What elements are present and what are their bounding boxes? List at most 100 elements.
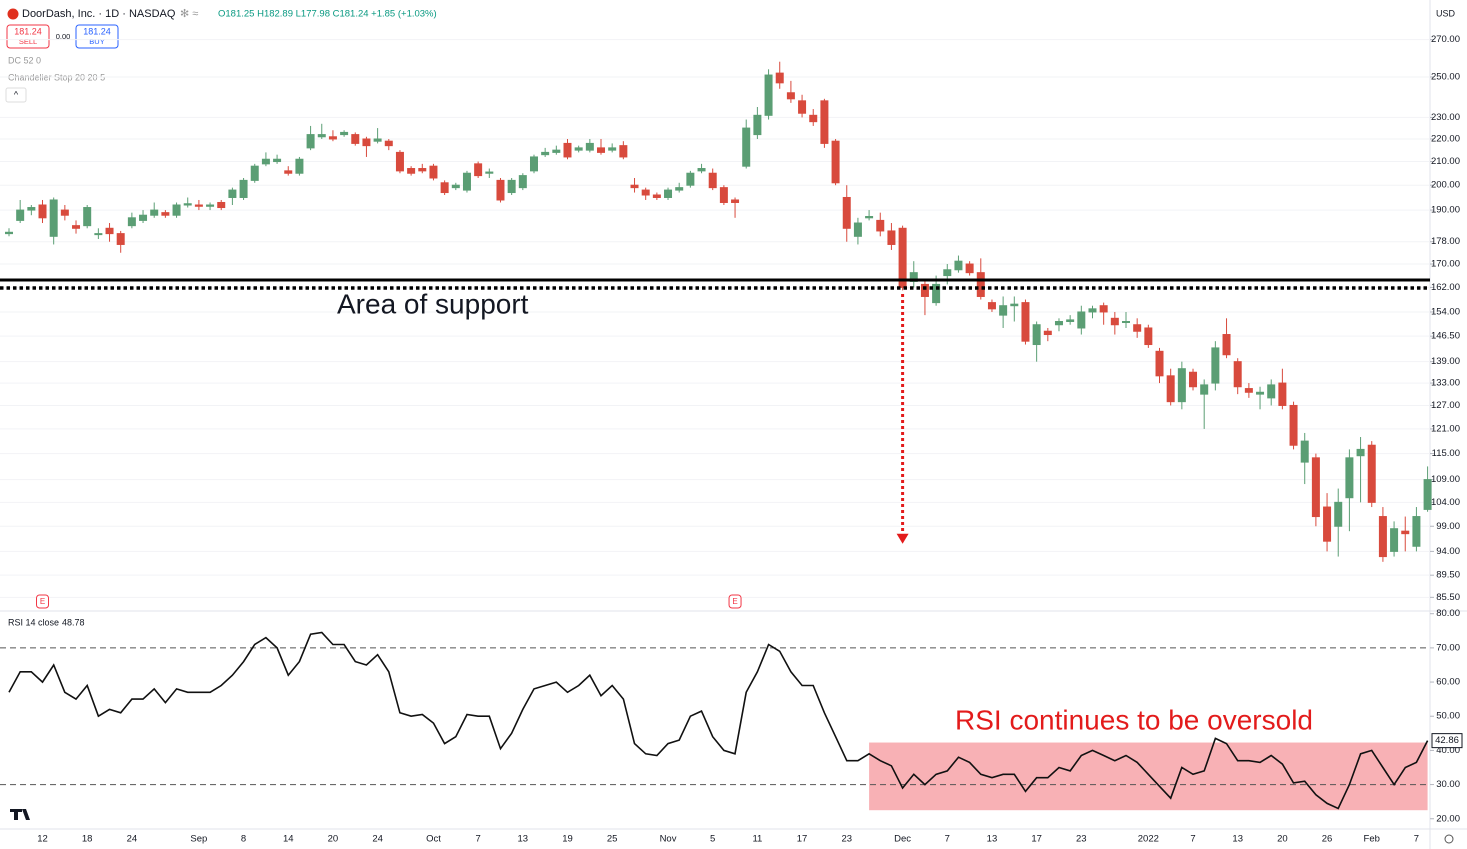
- x-tick-label: 14: [283, 834, 294, 845]
- candle-body: [183, 203, 192, 206]
- y-tick-label: 104.00: [1431, 497, 1460, 508]
- x-tick-label: 24: [372, 834, 383, 845]
- candle-body: [842, 196, 851, 229]
- candle-body: [94, 233, 103, 236]
- logo: [7, 8, 19, 20]
- candle-body: [228, 189, 237, 198]
- candle-body: [753, 114, 762, 136]
- y-tick-label: 133.00: [1431, 378, 1460, 389]
- candle-body: [798, 100, 807, 114]
- y-tick-label: 146.50: [1431, 331, 1460, 342]
- candle-body: [83, 207, 92, 227]
- annotation: RSI continues to be oversold: [955, 704, 1313, 735]
- candle-body: [1334, 501, 1343, 527]
- y-tick-label: 200.00: [1431, 180, 1460, 191]
- candle-body: [1043, 330, 1052, 336]
- y-tick-label: 121.00: [1431, 423, 1460, 434]
- icons: ✻ ≈: [180, 8, 198, 20]
- x-tick-label: Dec: [894, 834, 911, 845]
- candle-body: [418, 168, 427, 172]
- candle-body: [1200, 384, 1209, 395]
- candle-body: [1378, 516, 1387, 558]
- sell-label: SELL: [19, 37, 37, 46]
- last-value-tag: [1431, 733, 1463, 749]
- arrow-head: [896, 533, 909, 544]
- candle-body: [161, 212, 170, 216]
- candle-body: [1099, 305, 1108, 313]
- candle-body: [139, 214, 148, 221]
- y-tick-label: 250.00: [1431, 71, 1460, 82]
- candle-body: [1222, 334, 1231, 356]
- buy-button[interactable]: [75, 24, 119, 49]
- candle-body: [1323, 506, 1332, 542]
- y-tick-label: 270.00: [1431, 34, 1460, 45]
- y-tick-label: 20.00: [1436, 813, 1460, 824]
- candle-body: [429, 165, 438, 179]
- candle-body: [1133, 324, 1142, 332]
- candle-body: [261, 158, 270, 165]
- candle-body: [999, 305, 1008, 316]
- candle-body: [887, 230, 896, 245]
- y-tick-label: 50.00: [1436, 711, 1460, 722]
- candle-body: [619, 145, 628, 158]
- candle-body: [630, 184, 639, 189]
- x-tick-label: 20: [1277, 834, 1288, 845]
- x-tick-label: Oct: [426, 834, 441, 845]
- candle-body: [1166, 375, 1175, 403]
- x-tick-label: 20: [328, 834, 339, 845]
- rsi-line: [8, 631, 1429, 810]
- candle-body: [317, 134, 326, 138]
- spread: 0.00: [56, 32, 71, 41]
- candle-body: [16, 209, 25, 221]
- candle-body: [853, 222, 862, 237]
- candle-body: [5, 231, 13, 235]
- candle-body: [72, 225, 81, 229]
- sell-button[interactable]: [6, 24, 50, 49]
- candle-body: [786, 92, 795, 100]
- candle-body: [116, 233, 125, 245]
- candle-body: [1177, 368, 1186, 403]
- earnings-label: E: [732, 597, 737, 606]
- candle-body: [1289, 404, 1298, 446]
- x-tick-label: 2022: [1138, 834, 1159, 845]
- candle-body: [686, 172, 695, 186]
- candle-body: [340, 131, 349, 136]
- candle-body: [1390, 528, 1399, 552]
- candle-body: [820, 100, 829, 144]
- x-tick-label: 7: [945, 834, 950, 845]
- x-tick-label: 19: [562, 834, 573, 845]
- y-tick-label: 220.00: [1431, 133, 1460, 144]
- x-tick-label: 5: [710, 834, 715, 845]
- rsi-legend-value: 48.78: [62, 617, 85, 627]
- y-tick-label: 170.00: [1431, 259, 1460, 270]
- collapse-button[interactable]: [5, 87, 27, 103]
- candle-body: [239, 179, 248, 198]
- candle-body: [150, 209, 159, 216]
- y-tick-label: 70.00: [1436, 642, 1460, 653]
- y-tick-label: 85.50: [1436, 592, 1460, 603]
- earnings-marker: [36, 594, 50, 609]
- buy-price: 181.24: [83, 26, 111, 36]
- candle-body: [395, 151, 404, 172]
- candle-body: [675, 187, 684, 191]
- candle-body: [652, 194, 661, 198]
- y-tick-label: 190.00: [1431, 205, 1460, 216]
- candle-body: [384, 140, 393, 147]
- candle-body: [898, 227, 907, 288]
- candle-body: [1267, 384, 1276, 399]
- candle-body: [1122, 321, 1130, 324]
- candle-body: [597, 147, 606, 153]
- candle-body: [194, 204, 203, 207]
- candle-body: [1144, 327, 1153, 346]
- candle-body: [49, 199, 58, 237]
- candle-body: [1356, 448, 1365, 457]
- candle-body: [485, 171, 494, 174]
- candle-body: [708, 172, 717, 189]
- candle-body: [1066, 319, 1075, 323]
- settings-icon[interactable]: [1444, 834, 1454, 844]
- y-tick-label: 127.00: [1431, 400, 1460, 411]
- y-tick-label: 139.00: [1431, 356, 1460, 367]
- candle-body: [407, 168, 416, 174]
- candle-body: [731, 199, 740, 203]
